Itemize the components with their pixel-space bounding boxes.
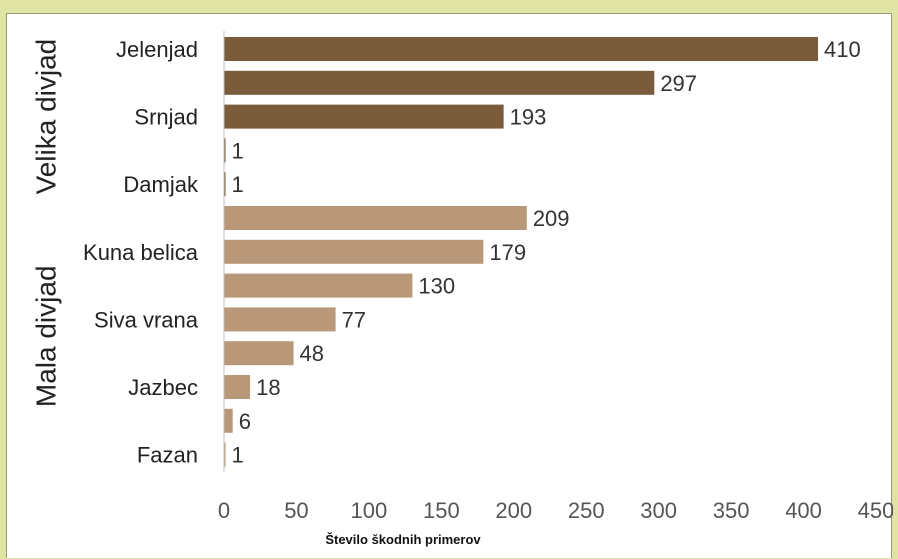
x-tick-label: 0	[218, 498, 230, 523]
bar-value-label: 1	[232, 172, 244, 197]
bar-value-label: 18	[256, 375, 280, 400]
category-labels: Jelenjad Srnjad Damjak Kuna belica Siva vran…	[83, 37, 199, 468]
category-label-jazbec: Jazbec	[128, 375, 198, 400]
category-label-jelenjad: Jelenjad	[116, 37, 198, 62]
bar-unlabeled-5	[224, 206, 527, 230]
bar-value-label: 193	[510, 105, 547, 130]
bar-value-label: 130	[418, 274, 455, 299]
x-tick-label: 250	[568, 498, 605, 523]
category-label-srnjad: Srnjad	[134, 105, 198, 130]
bar-unlabeled-9	[224, 341, 294, 366]
bar-value-label: 6	[239, 409, 251, 434]
category-label-damjak: Damjak	[123, 172, 199, 197]
x-axis-label: Število škodnih primerov	[325, 532, 481, 547]
bar-value-label: 1	[232, 443, 244, 468]
group-label-velika-divjad: Velika divjad	[30, 39, 61, 195]
bar-value-label: 1	[232, 138, 244, 163]
x-tick-label: 150	[423, 498, 460, 523]
bar-fazan	[224, 442, 226, 467]
bar-damjak	[224, 172, 226, 197]
bar-siva-vrana	[224, 307, 336, 332]
group-label-mala-divjad: Mala divjad	[30, 265, 61, 407]
x-tick-label: 450	[858, 498, 893, 523]
bar-unlabeled-11	[224, 408, 233, 433]
bar-value-label: 179	[489, 240, 526, 265]
x-tick-label: 100	[351, 498, 388, 523]
bar-unlabeled-3	[224, 138, 226, 163]
x-tick-label: 50	[284, 498, 308, 523]
category-label-kuna-belica: Kuna belica	[83, 240, 199, 265]
bar-unlabeled-7	[224, 273, 413, 298]
group-labels: Velika divjad Mala divjad	[30, 39, 61, 407]
bar-value-label: 410	[824, 37, 861, 62]
x-tick-label: 400	[785, 498, 822, 523]
bar-unlabeled-1	[224, 70, 655, 95]
bars	[224, 37, 819, 467]
bar-jazbec	[224, 375, 251, 399]
bar-chart: Velika divjad Mala divjad Jelenjad Srnjad D…	[30, 31, 893, 547]
value-labels: 410 297 193 1 1 209 179 130 77 48 186 1	[232, 37, 861, 468]
category-label-fazan: Fazan	[137, 443, 198, 468]
bar-value-label: 48	[300, 341, 324, 366]
category-label-siva-vrana: Siva vrana	[94, 307, 199, 332]
bar-value-label: 77	[342, 307, 366, 332]
x-tick-label: 300	[640, 498, 677, 523]
bar-jelenjad	[224, 37, 819, 61]
bar-value-label: 297	[660, 71, 697, 96]
x-tick-label: 350	[713, 498, 750, 523]
bar-srnjad	[224, 104, 504, 129]
bar-kuna-belica	[224, 239, 484, 264]
bar-value-label: 209	[533, 206, 570, 231]
x-tick-labels: 0 50 100 150 200 250 300 350 400 450	[218, 498, 893, 523]
x-tick-label: 200	[495, 498, 532, 523]
chart-frame: Velika divjad Mala divjad Jelenjad Srnjad D…	[6, 13, 893, 558]
